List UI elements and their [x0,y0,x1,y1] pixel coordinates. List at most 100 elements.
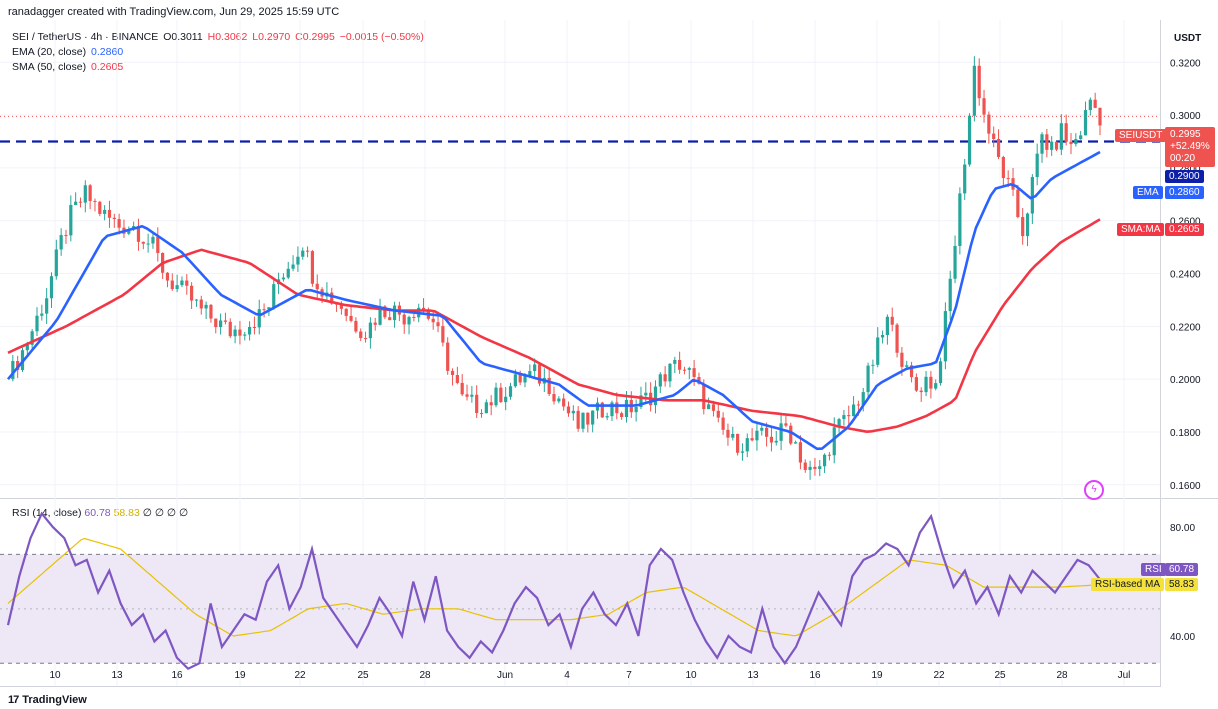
candle-body [615,402,619,414]
candle-body [214,318,218,328]
candle-body [185,280,189,286]
candle-body [40,313,44,316]
rsi-tag-label: RSI [1141,563,1166,576]
candle-body [1074,139,1078,145]
candle-body [905,365,909,367]
tradingview-logo[interactable]: 17 TradingView [8,694,87,706]
candle-body [1059,123,1063,150]
candle-body [620,413,624,417]
candle-body [566,406,571,414]
ema-legend[interactable]: EMA (20, close) 0.2860 [12,46,123,58]
time-tick-label: 25 [994,670,1006,681]
candle-body [368,322,372,339]
candle-body [1088,99,1092,111]
candle-body [900,352,904,367]
rsi-tick-label: 40.00 [1170,632,1195,643]
time-tick-label: 4 [564,670,570,681]
candle-body [982,98,986,115]
tv-logo-icon: 17 [8,694,19,706]
rsi-legend-value: 60.78 [84,507,111,519]
candle-body [1064,123,1068,142]
candle-body [711,404,716,411]
candle-body [562,398,566,407]
candle-body [963,164,967,194]
candle-body [475,394,479,414]
countdown: 00:20 [1170,153,1196,164]
candle-body [673,359,677,364]
symbol-name: SEI / TetherUS · 4h · BINANCE [12,31,159,43]
candle-body [745,438,749,452]
candle-body [967,115,972,165]
candle-body [1050,141,1054,150]
candle-body [165,272,170,281]
lightning-icon[interactable]: ϟ [1084,480,1104,500]
candle-body [103,209,107,214]
candle-body [35,315,39,332]
rsi-tag-value: 60.78 [1165,563,1199,576]
candle-body [813,466,817,470]
time-tick-label: 28 [1056,670,1068,681]
candle-body [228,321,232,337]
candle-body [769,436,774,443]
candle-body [494,387,498,406]
candle-body [885,316,889,335]
candle-body [861,392,865,406]
ema-tag-label: EMA [1133,186,1163,199]
price-axis-currency[interactable]: USDT [1174,33,1202,44]
candle-body [832,427,836,456]
level-tag: 0.2900 [1165,170,1204,183]
candle-body [69,204,73,236]
candle-body [934,383,938,389]
candle-body [180,280,184,286]
candle-body [262,309,266,311]
ema-legend-label: EMA (20, close) [12,46,87,58]
time-tick-label: 13 [747,670,759,681]
candle-body [765,427,769,437]
candle-body [209,304,213,319]
candle-body [977,65,981,99]
sma-legend[interactable]: SMA (50, close) 0.2605 [12,61,123,73]
sma-50-line [7,218,1101,434]
candle-body [412,316,416,318]
candle-body [146,243,150,245]
candle-body [1030,177,1034,214]
candle-body [1021,217,1025,237]
candle-body [296,256,300,265]
candle-body [987,114,991,134]
candle-body [586,412,590,425]
candle-body [871,364,875,366]
candle-body [552,394,556,402]
candle-body [373,322,377,325]
candle-body [388,317,392,321]
time-tick-label: Jul [1118,670,1131,681]
candle-body [702,383,706,410]
ema-tag-value: 0.2860 [1165,186,1204,199]
time-tick-label: 10 [685,670,697,681]
candle-body [528,371,532,376]
price-tick-label: 0.2200 [1170,322,1201,333]
candle-body [272,284,276,308]
candle-body [59,235,63,250]
candle-body [798,442,803,463]
candle-body [755,430,759,441]
candle-body [223,320,228,322]
last-price-tag: 0.2995 +52.49% 00:20 [1165,127,1215,167]
candle-body [436,322,440,327]
candle-body [470,394,474,397]
candle-body [291,264,295,269]
candle-body [929,376,933,389]
candle-body [339,304,343,309]
candle-body [190,285,194,301]
candle-body [740,451,745,453]
candle-body [726,429,730,438]
symbol-legend[interactable]: SEI / TetherUS · 4h · BINANCE O0.3011 H0… [12,31,424,43]
candle-body [774,440,778,443]
candle-body [736,433,740,453]
rsi-ma-tag-value: 58.83 [1165,578,1199,591]
candle-body [378,306,382,325]
candle-body [653,386,658,406]
candle-body [344,308,348,316]
candle-body [639,395,643,407]
candle-body [818,466,822,470]
